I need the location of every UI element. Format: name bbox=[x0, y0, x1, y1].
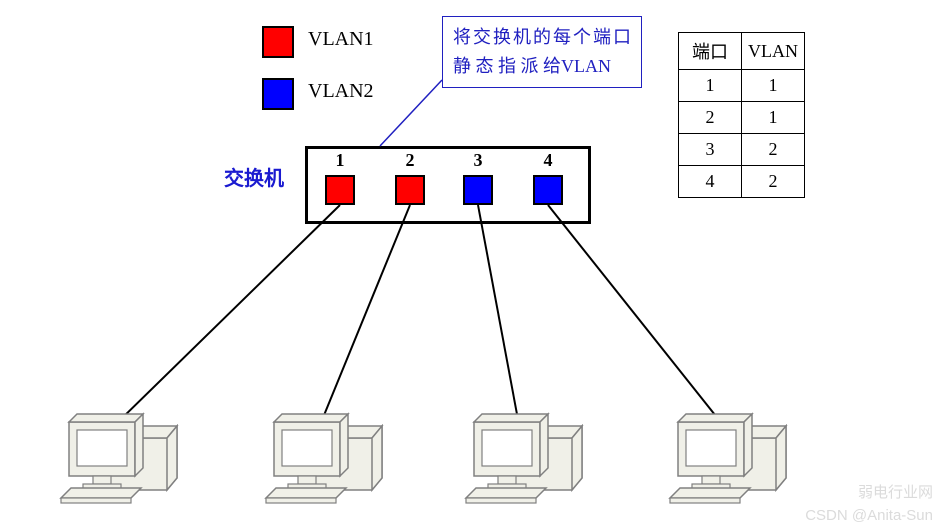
port-3 bbox=[463, 175, 493, 205]
port-label-3: 3 bbox=[474, 150, 483, 171]
legend-vlan2-label: VLAN2 bbox=[308, 80, 374, 103]
table-header-port: 端口 bbox=[679, 33, 742, 70]
port-label-2: 2 bbox=[406, 150, 415, 171]
table-header-row: 端口 VLAN bbox=[679, 33, 805, 70]
port-2 bbox=[395, 175, 425, 205]
table-row: 32 bbox=[679, 134, 805, 166]
watermark-line1: 弱电行业网 bbox=[858, 481, 933, 502]
legend-vlan1-label: VLAN1 bbox=[308, 28, 374, 51]
legend-vlan2-swatch bbox=[262, 78, 294, 110]
table-row: 42 bbox=[679, 166, 805, 198]
legend-vlan1-swatch bbox=[262, 26, 294, 58]
port-1 bbox=[325, 175, 355, 205]
table-header-vlan: VLAN bbox=[742, 33, 805, 70]
switch-label: 交换机 bbox=[224, 162, 284, 191]
watermark-line2: CSDN @Anita-Sun bbox=[805, 507, 933, 524]
port-4 bbox=[533, 175, 563, 205]
callout-box: 将交换机的每个端口 静 态 指 派 给VLAN bbox=[442, 16, 642, 88]
vlan-table: 端口 VLAN 11 21 32 42 bbox=[678, 32, 805, 198]
port-label-1: 1 bbox=[336, 150, 345, 171]
port-label-4: 4 bbox=[544, 150, 553, 171]
table-row: 11 bbox=[679, 70, 805, 102]
table-row: 21 bbox=[679, 102, 805, 134]
callout-text: 将交换机的每个端口 静 态 指 派 给VLAN bbox=[453, 27, 631, 76]
